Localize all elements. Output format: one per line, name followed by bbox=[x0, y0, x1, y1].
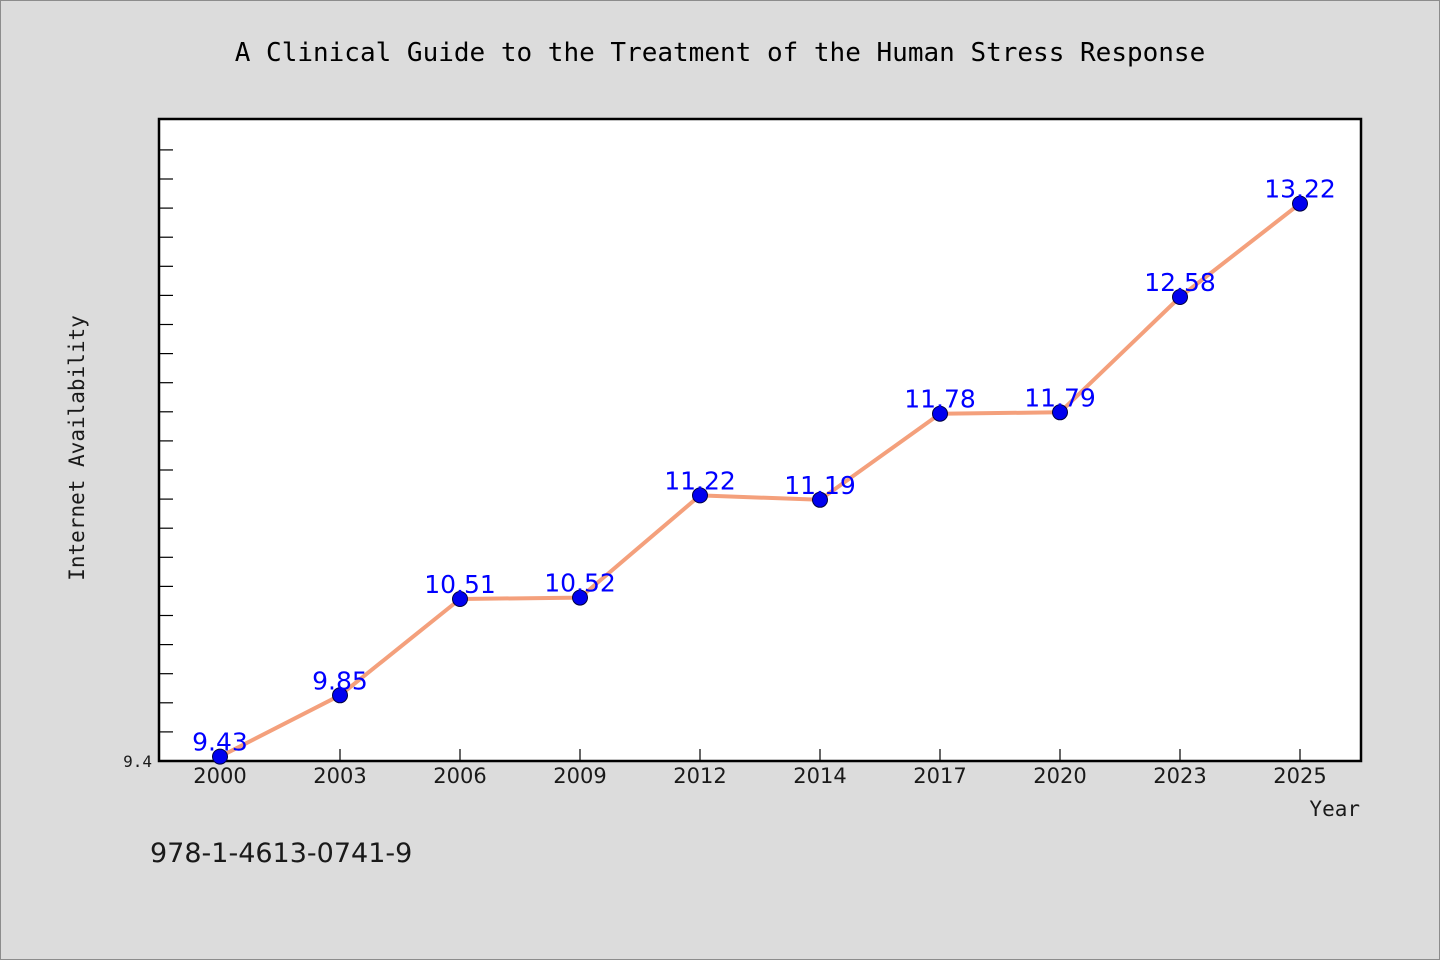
data-point bbox=[692, 487, 708, 504]
x-tick-label: 2023 bbox=[1153, 764, 1206, 788]
data-point bbox=[452, 591, 468, 607]
data-label: 13.22 bbox=[1264, 175, 1336, 204]
data-point bbox=[332, 687, 348, 704]
data-point bbox=[212, 748, 228, 765]
series-line bbox=[218, 201, 1302, 759]
data-label: 11.79 bbox=[1024, 383, 1096, 412]
y-axis-label: Internet Availability bbox=[65, 315, 89, 581]
x-tick-label: 2000 bbox=[193, 764, 246, 788]
x-axis-ticks bbox=[219, 749, 1301, 761]
x-tick-label: 2003 bbox=[313, 764, 366, 788]
x-axis-label: Year bbox=[1309, 797, 1360, 821]
x-tick-label: 2009 bbox=[553, 764, 606, 788]
data-point bbox=[1052, 404, 1068, 421]
data-point bbox=[1172, 289, 1188, 305]
data-point bbox=[572, 589, 588, 606]
y-axis-ticks bbox=[159, 149, 173, 762]
x-tick-label: 2006 bbox=[433, 764, 486, 788]
x-tick-label: 2017 bbox=[913, 764, 966, 788]
data-label: 12.58 bbox=[1144, 268, 1216, 297]
data-label: 9.85 bbox=[312, 666, 368, 695]
data-point bbox=[932, 405, 948, 422]
data-label: 10.52 bbox=[544, 569, 616, 598]
x-tick-label: 2014 bbox=[793, 764, 846, 788]
chart-title: A Clinical Guide to the Treatment of the… bbox=[235, 38, 1206, 68]
data-point bbox=[812, 491, 828, 508]
y-tick-label: 9.4 bbox=[123, 752, 152, 771]
data-point-markers bbox=[212, 195, 1308, 765]
isbn-text: 978-1-4613-0741-9 bbox=[150, 838, 412, 869]
plot-area bbox=[157, 117, 1363, 763]
data-label: 11.22 bbox=[664, 466, 736, 495]
x-axis-tick-labels: 2000 2003 2006 2009 2012 2014 2017 2020 2023 2025 bbox=[193, 764, 1326, 788]
data-label: 11.19 bbox=[784, 471, 856, 500]
x-tick-label: 2025 bbox=[1273, 764, 1326, 788]
data-point bbox=[1292, 195, 1308, 212]
data-labels: 9.43 9.85 10.51 10.52 11.22 11.19 11.78 11.79 12… bbox=[192, 175, 1336, 757]
x-tick-label: 2020 bbox=[1033, 764, 1086, 788]
data-label: 9.43 bbox=[192, 728, 248, 757]
data-label: 11.78 bbox=[904, 385, 976, 414]
x-tick-label: 2012 bbox=[673, 764, 726, 788]
data-label: 10.51 bbox=[424, 570, 496, 599]
